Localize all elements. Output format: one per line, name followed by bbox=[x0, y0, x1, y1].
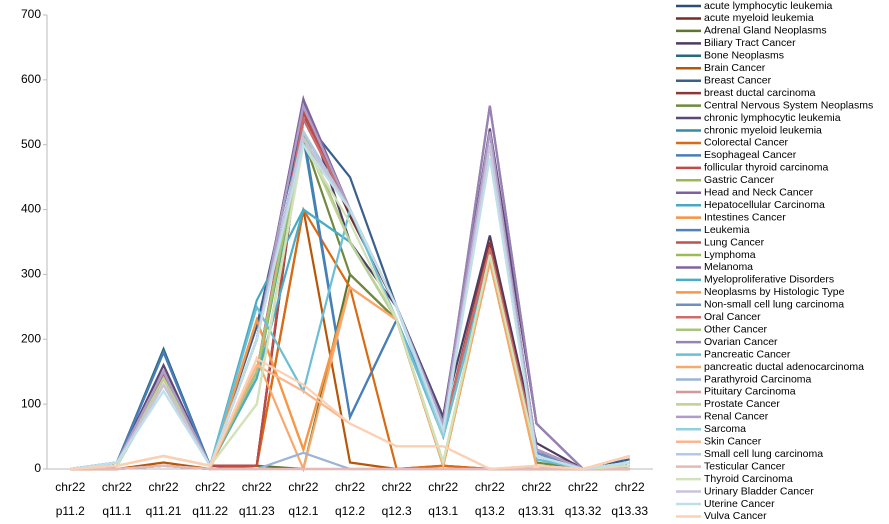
legend-label: Parathyroid Carcinoma bbox=[704, 373, 812, 385]
legend-label: Lymphoma bbox=[704, 249, 756, 261]
series-line bbox=[70, 131, 630, 471]
legend-label: Leukemia bbox=[704, 224, 750, 236]
x-tick-label: chr22 q11.23 bbox=[238, 480, 275, 518]
legend-label: Head and Neck Cancer bbox=[704, 187, 814, 199]
legend-label: Hepatocellular Carcinoma bbox=[704, 199, 825, 211]
legend-label: Skin Cancer bbox=[704, 436, 762, 448]
legend-label: Colorectal Cancer bbox=[704, 137, 789, 149]
series-line bbox=[70, 261, 630, 471]
series-line bbox=[70, 206, 630, 471]
legend-label: Biliary Tract Cancer bbox=[704, 37, 796, 49]
y-tick-label: 700 bbox=[21, 7, 41, 21]
legend-label: Brain Cancer bbox=[704, 62, 766, 74]
x-tick-label: chr22 p11.2 bbox=[55, 480, 86, 518]
x-tick-label: chr22 q13.1 bbox=[428, 480, 459, 518]
legend-label: Pancreatic Cancer bbox=[704, 348, 791, 360]
legend-label: Sarcoma bbox=[704, 423, 746, 435]
legend-label: Pituitary Carcinoma bbox=[704, 386, 796, 398]
legend-label: pancreatic ductal adenocarcinoma bbox=[704, 361, 864, 373]
legend-label: acute myeloid leukemia bbox=[704, 12, 814, 24]
y-tick-label: 400 bbox=[21, 202, 41, 216]
legend-label: breast ductal carcinoma bbox=[704, 87, 816, 99]
x-tick-label: chr22 q12.2 bbox=[334, 480, 366, 518]
y-tick-label: 500 bbox=[21, 137, 41, 151]
y-tick-label: 200 bbox=[21, 331, 41, 345]
legend-label: Uterine Cancer bbox=[704, 498, 775, 510]
legend-label: Vulva Cancer bbox=[704, 510, 767, 522]
x-tick-label: chr22 q13.2 bbox=[474, 480, 505, 518]
series-line bbox=[70, 357, 630, 471]
series-line bbox=[70, 207, 630, 471]
legend-label: Adrenal Gland Neoplasms bbox=[704, 25, 827, 37]
legend-label: chronic lymphocytic leukemia bbox=[704, 112, 841, 124]
series-line bbox=[70, 261, 630, 471]
legend-label: Renal Cancer bbox=[704, 411, 769, 423]
legend-label: Esophageal Cancer bbox=[704, 149, 797, 161]
series-line bbox=[70, 142, 630, 471]
series-line bbox=[70, 261, 630, 473]
x-tick-label: chr22 q11.21 bbox=[145, 480, 182, 518]
legend-label: Urinary Bladder Cancer bbox=[704, 485, 814, 497]
legend-label: Breast Cancer bbox=[704, 74, 772, 86]
legend-label: Lung Cancer bbox=[704, 236, 765, 248]
legend-label: Gastric Cancer bbox=[704, 174, 775, 186]
legend-label: Testicular Cancer bbox=[704, 460, 786, 472]
legend-label: Melanoma bbox=[704, 261, 753, 273]
x-tick-label: chr22 q11.1 bbox=[101, 480, 132, 518]
legend-label: Thyroid Carcinoma bbox=[704, 473, 793, 485]
series-line bbox=[70, 206, 630, 471]
legend-label: Oral Cancer bbox=[704, 311, 761, 323]
y-tick-label: 600 bbox=[21, 72, 41, 86]
legend-label: Myeloproliferative Disorders bbox=[704, 274, 834, 286]
series-line bbox=[70, 464, 630, 471]
legend-label: Bone Neoplasms bbox=[704, 50, 784, 62]
x-tick-label: chr22 q11.22 bbox=[192, 480, 229, 518]
legend-label: Central Nervous System Neoplasms bbox=[704, 99, 873, 111]
legend-label: acute lymphocytic leukemia bbox=[704, 0, 833, 12]
legend-label: Prostate Cancer bbox=[704, 398, 780, 410]
series-line bbox=[70, 209, 630, 471]
legend-label: Other Cancer bbox=[704, 323, 768, 335]
x-tick-label: chr22 q13.31 bbox=[518, 480, 555, 518]
legend-label: Non-small cell lung carcinoma bbox=[704, 299, 844, 311]
y-tick-label: 0 bbox=[34, 461, 41, 475]
x-tick-label: chr22 q13.33 bbox=[611, 480, 649, 518]
x-tick-label: chr22 q13.32 bbox=[564, 480, 602, 518]
y-tick-label: 300 bbox=[21, 267, 41, 281]
x-tick-label: chr22 q12.1 bbox=[288, 480, 319, 518]
x-tick-label: chr22 q12.3 bbox=[381, 480, 412, 518]
legend-label: chronic myeloid leukemia bbox=[704, 124, 822, 136]
legend-label: Small cell lung carcinoma bbox=[704, 448, 823, 460]
legend-label: Ovarian Cancer bbox=[704, 336, 778, 348]
series-line bbox=[70, 207, 630, 471]
y-tick-label: 100 bbox=[21, 396, 41, 410]
series-line bbox=[70, 141, 630, 471]
legend-label: Neoplasms by Histologic Type bbox=[704, 286, 845, 298]
legend-label: Intestines Cancer bbox=[704, 211, 786, 223]
legend-label: follicular thyroid carcinoma bbox=[704, 162, 828, 174]
